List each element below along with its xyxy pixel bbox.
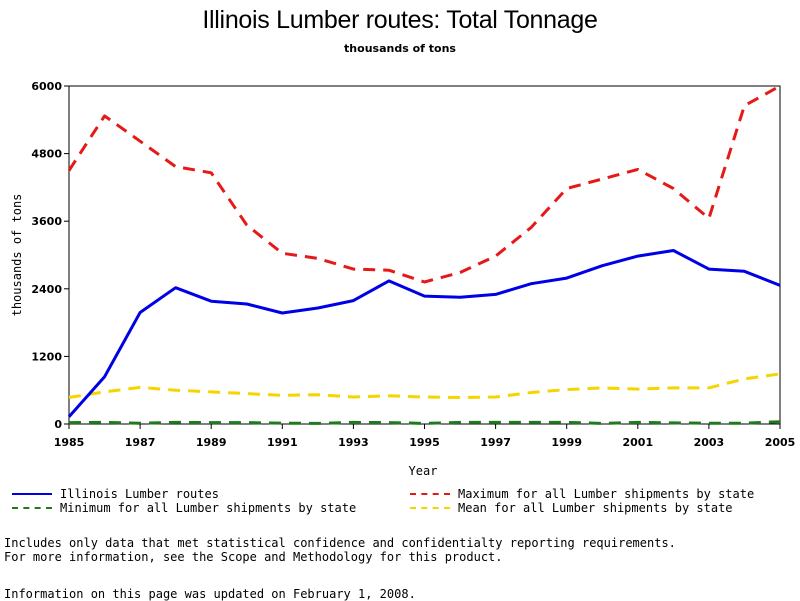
legend-label: Illinois Lumber routes (60, 487, 219, 501)
x-tick-label: 1993 (338, 436, 369, 449)
legend: Illinois Lumber routes Maximum for all Lu… (0, 486, 800, 518)
y-tick-label: 1200 (31, 350, 62, 363)
footnote-line-2: For more information, see the Scope and … (4, 550, 503, 564)
x-tick-label: 1989 (196, 436, 227, 449)
x-tick-label: 2001 (622, 436, 653, 449)
y-tick-label: 3600 (31, 215, 62, 228)
x-tick-label: 1991 (267, 436, 298, 449)
series-line-2 (68, 420, 781, 425)
legend-label: Maximum for all Lumber shipments by stat… (458, 487, 755, 501)
line-chart: 0 1200 2400 3600 4800 6000 1985 1987 1989 1991 199… (10, 80, 796, 478)
y-tick-label: 0 (54, 418, 62, 431)
y-tick-label: 2400 (31, 283, 62, 296)
footnote-line-1: Includes only data that met statistical … (4, 536, 676, 550)
plot-area (68, 85, 781, 425)
chart-subtitle: thousands of tons (344, 42, 456, 55)
y-axis-title: thousands of tons (10, 194, 24, 317)
x-tick-label: 1997 (480, 436, 511, 449)
legend-item-2: Minimum for all Lumber shipments by stat… (12, 501, 356, 515)
legend-item-3: Mean for all Lumber shipments by state (410, 501, 733, 515)
x-tick-label: 1987 (125, 436, 156, 449)
x-tick-label: 1995 (409, 436, 440, 449)
legend-swatch (12, 493, 52, 495)
y-tick-label: 4800 (31, 148, 62, 161)
legend-swatch (410, 507, 450, 509)
legend-label: Mean for all Lumber shipments by state (458, 501, 733, 515)
x-axis-title: Year (409, 464, 438, 478)
series-line-1 (67, 84, 781, 284)
chart-title: Illinois Lumber routes: Total Tonnage (202, 6, 598, 34)
legend-item-1: Maximum for all Lumber shipments by stat… (410, 487, 754, 501)
footnote: Includes only data that met statistical … (4, 536, 676, 564)
x-tick-label: 2005 (765, 436, 796, 449)
legend-swatch (410, 493, 450, 495)
x-tick-label: 1985 (54, 436, 85, 449)
series-line-0 (67, 249, 781, 418)
update-notice: Information on this page was updated on … (4, 587, 416, 601)
x-tick-label: 1999 (551, 436, 582, 449)
x-tick-label: 2003 (694, 436, 725, 449)
series-line-3 (68, 372, 781, 399)
legend-label: Minimum for all Lumber shipments by stat… (60, 501, 357, 515)
legend-item-0: Illinois Lumber routes (12, 487, 219, 501)
legend-swatch (12, 507, 52, 509)
y-tick-label: 6000 (31, 80, 62, 93)
